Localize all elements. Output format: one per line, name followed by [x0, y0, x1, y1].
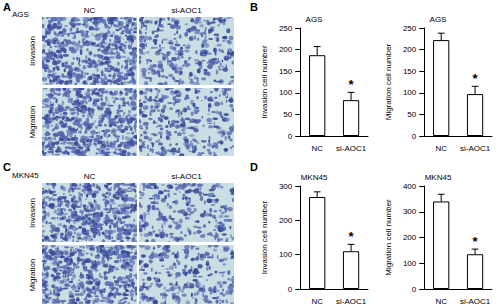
- svg-text:150: 150: [279, 67, 293, 76]
- svg-text:0: 0: [288, 132, 293, 141]
- svg-text:200: 200: [279, 45, 293, 54]
- svg-text:AGS: AGS: [430, 15, 447, 24]
- svg-text:*: *: [349, 229, 355, 244]
- svg-text:400: 400: [403, 182, 417, 191]
- svg-text:250: 250: [403, 24, 417, 33]
- svg-text:MKN45: MKN45: [301, 173, 328, 182]
- svg-text:300: 300: [279, 182, 293, 191]
- html-text:Migration: Migration: [27, 258, 37, 291]
- html-text:B: B: [250, 1, 258, 13]
- svg-text:Migration cell number: Migration cell number: [384, 199, 393, 276]
- svg-text:*: *: [473, 71, 479, 86]
- svg-text:200: 200: [403, 45, 417, 54]
- svg-text:100: 100: [403, 259, 417, 268]
- svg-text:*: *: [349, 77, 355, 92]
- svg-text:100: 100: [403, 88, 417, 97]
- svg-text:0: 0: [288, 285, 293, 294]
- svg-text:200: 200: [403, 233, 417, 242]
- svg-text:NC: NC: [311, 144, 323, 153]
- svg-text:MKN45: MKN45: [425, 173, 452, 182]
- svg-text:AGS: AGS: [306, 15, 323, 24]
- svg-text:100: 100: [279, 250, 293, 259]
- svg-text:*: *: [473, 234, 479, 249]
- html-text:Migration: Migration: [27, 105, 37, 139]
- html-text:NC: NC: [83, 172, 96, 181]
- html-text:si-AOC1: si-AOC1: [171, 6, 202, 15]
- svg-text:NC: NC: [311, 297, 323, 306]
- html-text:si-AOC1: si-AOC1: [171, 172, 202, 181]
- html-text:A: A: [3, 1, 11, 13]
- svg-text:200: 200: [279, 216, 293, 225]
- html-text:NC: NC: [83, 6, 96, 15]
- svg-text:0: 0: [412, 132, 417, 141]
- svg-text:0: 0: [412, 285, 417, 294]
- html-text:AGS: AGS: [12, 10, 29, 19]
- html-text:C: C: [3, 161, 11, 173]
- svg-text:si-AOC1: si-AOC1: [336, 297, 367, 306]
- svg-text:250: 250: [279, 24, 293, 33]
- html-text:Invasion: Invasion: [27, 36, 37, 66]
- svg-text:50: 50: [283, 110, 292, 119]
- svg-text:300: 300: [403, 207, 417, 216]
- html-text:MKN45: MKN45: [12, 171, 39, 180]
- svg-text:Invasion cell number: Invasion cell number: [260, 200, 269, 274]
- svg-text:Invasion cell number: Invasion cell number: [260, 45, 269, 119]
- html-text:Invasion: Invasion: [27, 197, 37, 228]
- svg-text:si-AOC1: si-AOC1: [460, 144, 491, 153]
- svg-text:Migration cell number: Migration cell number: [384, 43, 393, 120]
- svg-text:100: 100: [279, 88, 293, 97]
- svg-text:si-AOC1: si-AOC1: [460, 297, 491, 306]
- svg-text:si-AOC1: si-AOC1: [336, 144, 367, 153]
- svg-text:NC: NC: [435, 297, 447, 306]
- svg-text:50: 50: [407, 110, 416, 119]
- svg-text:150: 150: [403, 67, 417, 76]
- html-text:D: D: [250, 161, 258, 173]
- svg-text:NC: NC: [435, 144, 447, 153]
